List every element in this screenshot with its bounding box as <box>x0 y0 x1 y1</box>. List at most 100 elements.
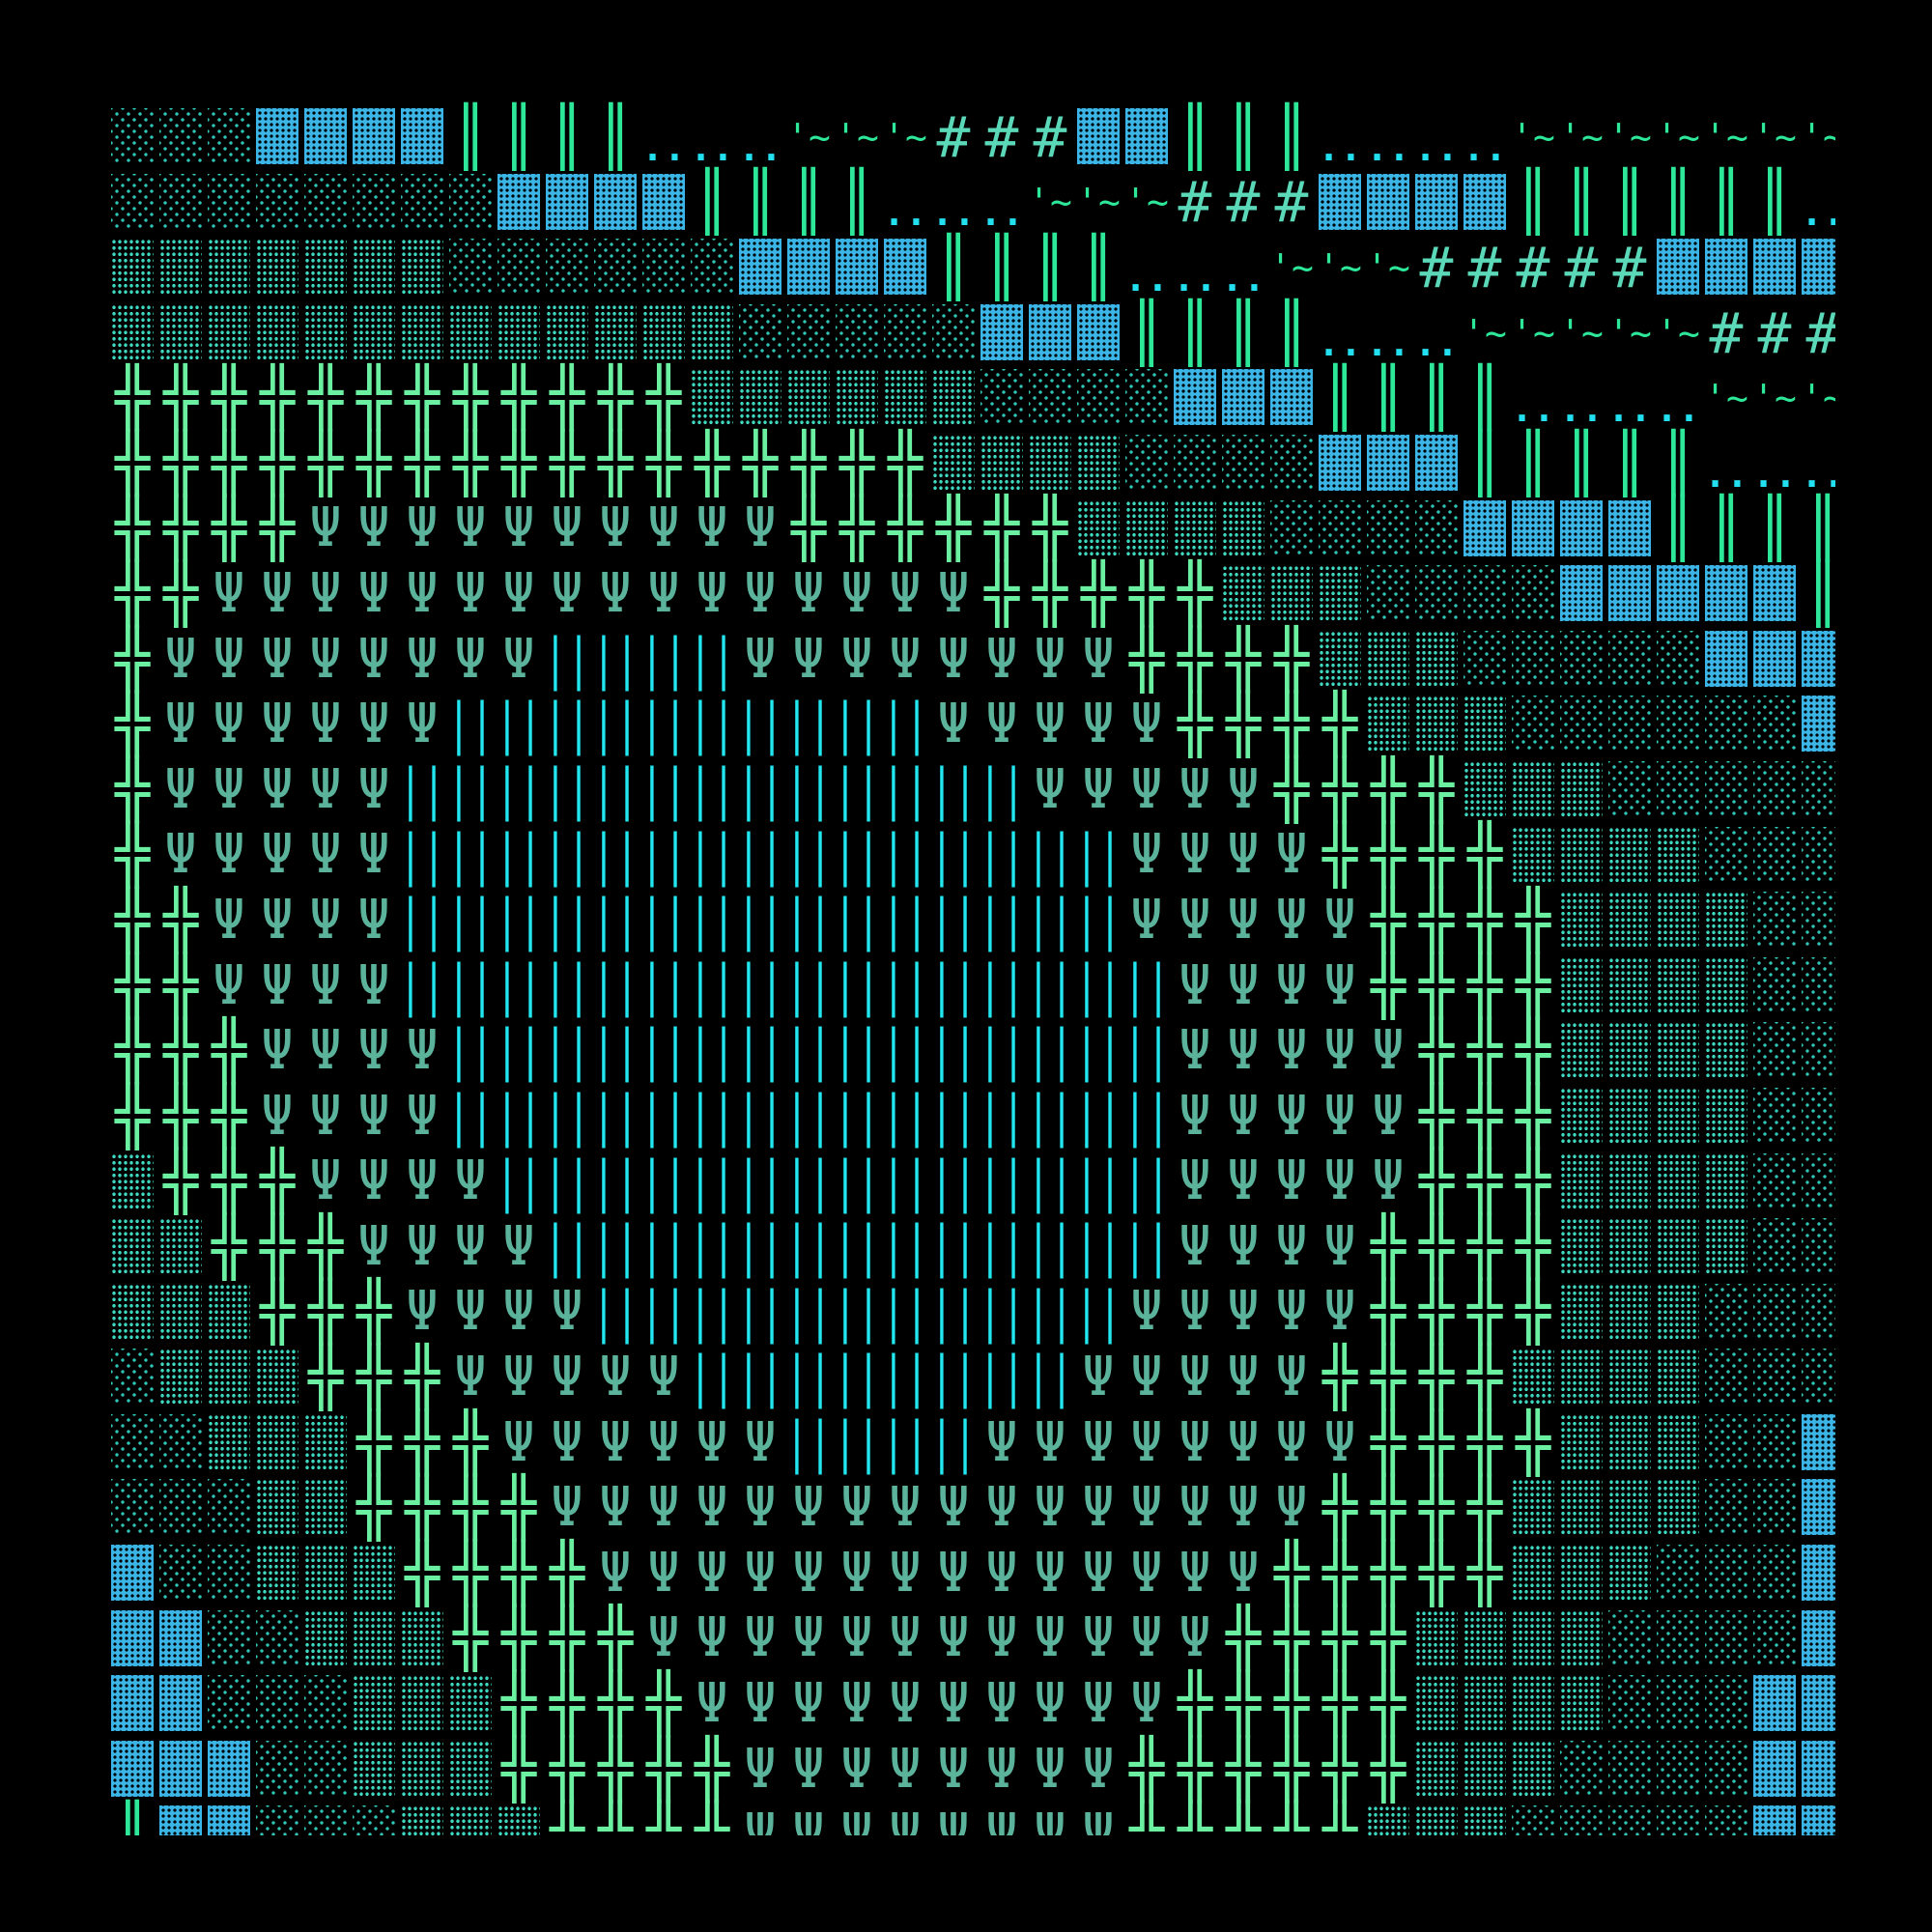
medium-shade-pattern <box>1174 499 1216 556</box>
psi-char: Ψ <box>164 627 197 691</box>
glyph-tilde: '~ <box>833 104 881 170</box>
glyph-row: ╬ ╬ Ψ Ψ Ψ Ψ || || || || || || || || || || || || || || || Ψ Ψ Ψ Ψ… <box>108 888 1835 953</box>
glyph-dense-block <box>1074 104 1122 170</box>
cross-char: ╬ <box>1321 1735 1358 1804</box>
medium-shade-pattern <box>1125 499 1168 556</box>
hash-char: # <box>1274 169 1309 236</box>
cross-char: ╬ <box>211 1082 247 1151</box>
dense-block-pattern <box>1753 1805 1796 1835</box>
glyph-cross: ╬ <box>1364 953 1412 1019</box>
glyph-tilde: '~ <box>1557 104 1605 170</box>
glyph-psi: Ψ <box>1074 1410 1122 1476</box>
glyph-medium-shade <box>1364 1802 1412 1835</box>
medium-shade-pattern <box>642 303 685 360</box>
glyph-double-bar: ║ <box>1219 104 1267 170</box>
glyph-psi: Ψ <box>1171 1150 1219 1215</box>
glyph-bars: || <box>495 953 543 1019</box>
glyph-cross: ╬ <box>1267 627 1316 693</box>
glyph-cross: ╬ <box>253 431 301 497</box>
bars-char: || <box>929 822 978 888</box>
dense-block-pattern <box>1270 369 1313 426</box>
bars-char: || <box>446 822 495 888</box>
glyph-bars: || <box>978 1018 1026 1084</box>
glyph-dots: .. <box>1750 431 1799 497</box>
glyph-psi: Ψ <box>736 1541 784 1606</box>
cross-char: ╬ <box>452 1408 489 1477</box>
light-shade-pattern <box>304 1675 347 1732</box>
psi-char: Ψ <box>1372 1019 1405 1083</box>
glyph-tilde: '~ <box>1364 235 1412 300</box>
glyph-psi: Ψ <box>1219 1475 1267 1541</box>
glyph-psi: Ψ <box>736 1802 784 1835</box>
cross-char: ╬ <box>500 1735 537 1804</box>
glyph-dense-block <box>108 1671 156 1737</box>
glyph-bars: || <box>1074 953 1122 1019</box>
cross-char: ╬ <box>1080 559 1117 628</box>
glyph-dense-block <box>1074 300 1122 366</box>
light-shade-pattern <box>739 303 781 360</box>
psi-char: Ψ <box>985 1541 1018 1605</box>
glyph-cross: ╬ <box>253 497 301 562</box>
cross-char: ╬ <box>404 364 440 433</box>
cross-char: ╬ <box>1273 1735 1310 1804</box>
tilde-char: '~ <box>1124 181 1169 224</box>
glyph-dense-block <box>301 104 350 170</box>
glyph-medium-shade <box>205 1345 253 1410</box>
light-shade-pattern <box>1463 565 1506 622</box>
medium-shade-pattern <box>1608 956 1651 1013</box>
glyph-medium-shade <box>301 235 350 300</box>
glyph-light-shade <box>253 1737 301 1803</box>
light-shade-pattern <box>1802 760 1835 817</box>
glyph-cross: ╬ <box>833 431 881 497</box>
glyph-dots: .. <box>1122 235 1171 300</box>
medium-shade-pattern <box>1657 1349 1699 1406</box>
light-shade-pattern <box>1802 1218 1835 1275</box>
glyph-psi: Ψ <box>833 1671 881 1737</box>
glyph-dense-block <box>350 104 398 170</box>
glyph-cross: ╬ <box>1122 627 1171 693</box>
psi-char: Ψ <box>1227 823 1260 887</box>
psi-char: Ψ <box>1372 1084 1405 1148</box>
bars-char: || <box>978 1018 1026 1084</box>
glyph-light-shade <box>205 1541 253 1606</box>
glyph-medium-shade <box>446 1802 495 1835</box>
cross-char: ╬ <box>935 495 972 563</box>
double-bar-char: ║ <box>1177 298 1213 367</box>
psi-char: Ψ <box>1130 888 1163 952</box>
glyph-medium-shade <box>1461 1737 1509 1803</box>
glyph-dense-block <box>1557 561 1605 627</box>
medium-shade-pattern <box>1560 892 1603 949</box>
bars-char: || <box>639 1018 688 1084</box>
glyph-cross: ╬ <box>156 431 205 497</box>
glyph-double-bar: ║ <box>1750 170 1799 236</box>
dense-block-pattern <box>401 108 443 164</box>
cross-char: ╬ <box>1177 1801 1213 1835</box>
glyph-psi: Ψ <box>1122 692 1171 757</box>
glyph-light-shade <box>108 1410 156 1476</box>
glyph-psi: Ψ <box>639 1541 688 1606</box>
bars-char: || <box>688 1345 736 1410</box>
psi-char: Ψ <box>502 1346 535 1409</box>
glyph-cross: ╬ <box>446 1410 495 1476</box>
double-bar-char: ║ <box>1563 168 1600 237</box>
light-shade-pattern <box>1608 696 1651 753</box>
psi-char: Ψ <box>744 1476 777 1540</box>
cross-char: ╬ <box>1177 1670 1213 1739</box>
glyph-psi: Ψ <box>1267 1475 1316 1541</box>
bars-char: || <box>784 757 833 823</box>
glyph-psi: Ψ <box>978 627 1026 693</box>
glyph-medium-shade <box>1605 953 1654 1019</box>
glyph-light-shade <box>1702 823 1750 889</box>
light-shade-pattern <box>256 173 298 230</box>
medium-shade-pattern <box>497 1805 540 1835</box>
medium-shade-pattern <box>256 303 298 360</box>
glyph-bars: || <box>978 1345 1026 1410</box>
light-shade-pattern <box>1270 434 1313 491</box>
medium-shade-pattern <box>1657 892 1699 949</box>
medium-shade-pattern <box>1512 826 1554 883</box>
bars-char: || <box>591 822 639 888</box>
glyph-light-shade <box>1702 1410 1750 1476</box>
glyph-light-shade <box>1750 1150 1799 1215</box>
medium-shade-pattern <box>1608 1349 1651 1406</box>
glyph-psi: Ψ <box>1267 823 1316 889</box>
